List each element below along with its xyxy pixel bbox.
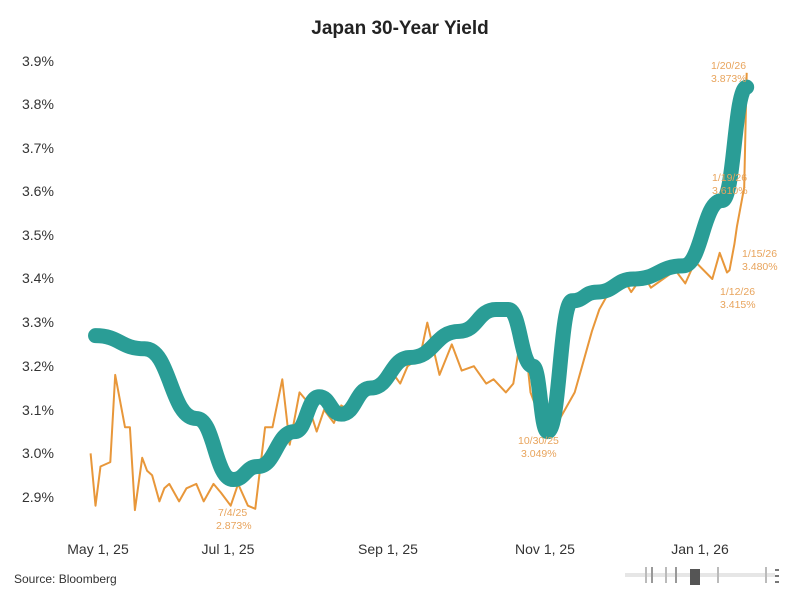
source-note: Source: Bloomberg — [14, 572, 117, 586]
chart-title: Japan 30-Year Yield — [311, 18, 489, 39]
y-tick: 3.7% — [22, 140, 54, 156]
y-tick: 3.0% — [22, 445, 54, 461]
annotation-1-19-26: 1/19/26 3.610% — [712, 172, 748, 197]
trend-overlay-stroke — [88, 79, 755, 488]
x-tick: Jul 1, 25 — [201, 541, 255, 557]
annotation-10-30-25: 10/30/25 3.049% — [518, 435, 559, 460]
svg-text:3.480%: 3.480% — [742, 261, 778, 273]
y-tick: 3.6% — [22, 183, 54, 199]
svg-text:10/30/25: 10/30/25 — [518, 435, 559, 447]
y-tick: 3.2% — [22, 358, 54, 374]
x-tick: Nov 1, 25 — [515, 541, 575, 557]
y-tick: 3.3% — [22, 314, 54, 330]
yield-line — [89, 72, 748, 512]
x-tick: May 1, 25 — [67, 541, 129, 557]
svg-text:3.873%: 3.873% — [711, 73, 747, 85]
annotation-1-12-26: 1/12/26 3.415% — [720, 286, 756, 311]
svg-text:1/19/26: 1/19/26 — [712, 172, 747, 184]
y-tick: 3.8% — [22, 96, 54, 112]
svg-text:1/15/26: 1/15/26 — [742, 248, 777, 260]
x-tick: Jan 1, 26 — [671, 541, 729, 557]
svg-text:1/20/26: 1/20/26 — [711, 60, 746, 72]
annotation-1-20-26: 1/20/26 3.873% — [711, 60, 747, 85]
x-tick: Sep 1, 25 — [358, 541, 418, 557]
annotation-7-4-25: 7/4/25 2.873% — [216, 507, 252, 532]
y-tick: 3.5% — [22, 227, 54, 243]
annotation-1-15-26: 1/15/26 3.480% — [742, 248, 778, 273]
svg-text:2.873%: 2.873% — [216, 520, 252, 532]
watermark-artifact — [625, 567, 779, 585]
y-tick: 3.4% — [22, 270, 54, 286]
y-tick: 3.1% — [22, 402, 54, 418]
svg-text:7/4/25: 7/4/25 — [218, 507, 247, 519]
svg-text:3.610%: 3.610% — [712, 185, 748, 197]
svg-text:1/12/26: 1/12/26 — [720, 286, 755, 298]
svg-text:3.049%: 3.049% — [521, 448, 557, 460]
y-tick: 3.9% — [22, 53, 54, 69]
y-tick: 2.9% — [22, 489, 54, 505]
svg-text:3.415%: 3.415% — [720, 299, 756, 311]
